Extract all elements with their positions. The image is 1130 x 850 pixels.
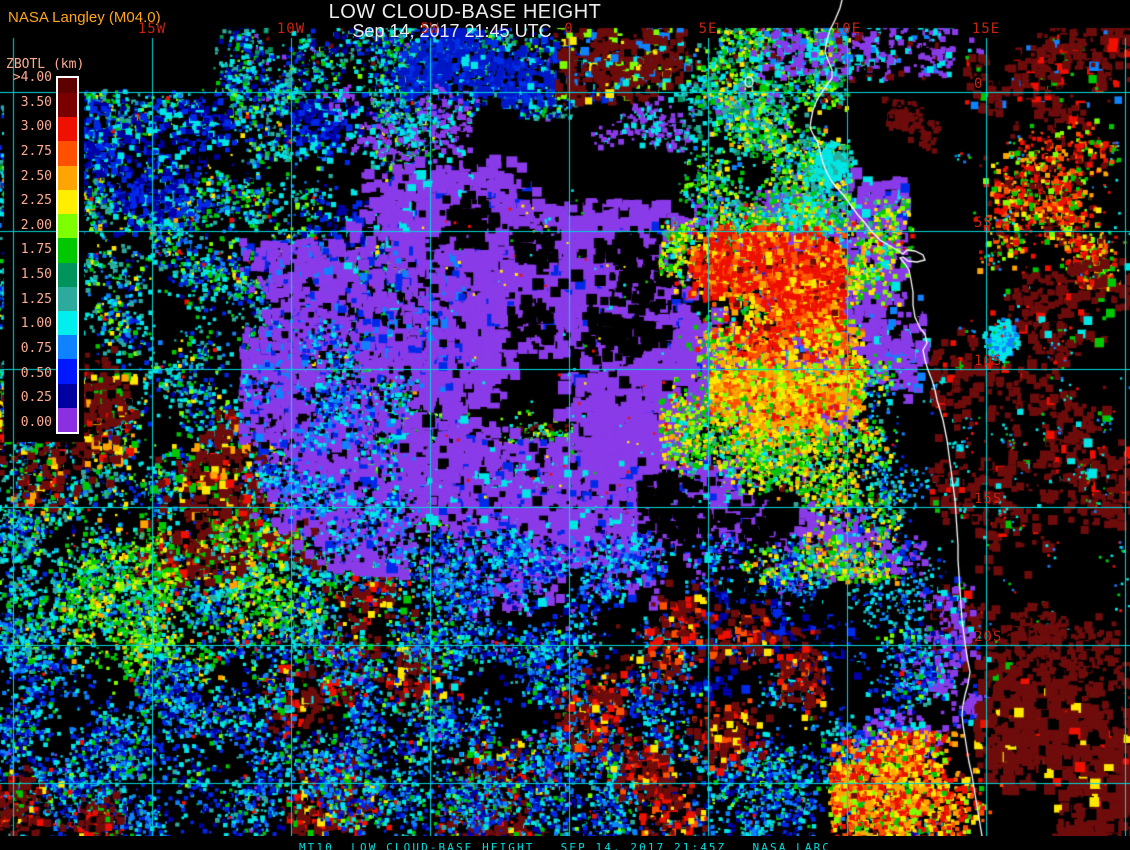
meridian-label: 0 — [564, 21, 574, 37]
legend-label: 0.00 — [20, 415, 52, 430]
legend-title: ZBOTL (km) — [6, 57, 85, 72]
footer-bar: MT10 LOW CLOUD-BASE HEIGHT SEP 14, 2017 … — [0, 836, 1130, 850]
parallel-label: 20S — [974, 629, 1003, 645]
legend-label: 3.00 — [20, 119, 52, 134]
legend: ZBOTL (km) >4.00 3.50 3.00 2.75 2.50 2.25 2.00… — [0, 0, 90, 450]
meridian-label: 10E — [832, 21, 862, 37]
legend-label: 0.25 — [20, 390, 52, 405]
meridian-label: 10W — [276, 21, 306, 37]
legend-label: 0.75 — [20, 341, 52, 356]
legend-color-segment — [58, 359, 77, 384]
legend-color-segment — [58, 383, 77, 408]
legend-label: 1.00 — [20, 316, 52, 331]
legend-color-segment — [58, 165, 77, 190]
legend-color-segment — [58, 189, 77, 215]
meridian-label: 15E — [971, 21, 1001, 37]
footer-text: MT10 LOW CLOUD-BASE HEIGHT SEP 14, 2017 … — [298, 841, 832, 850]
legend-color-segment — [58, 335, 77, 360]
legend-label: 3.50 — [20, 95, 52, 110]
page-title: LOW CLOUD-BASE HEIGHT — [328, 1, 602, 23]
legend-label: 2.25 — [20, 193, 52, 208]
legend-color-segment — [58, 93, 77, 118]
meridian-label: 5E — [698, 21, 718, 37]
legend-label: 1.75 — [20, 242, 52, 257]
meridian-label: 15W — [137, 21, 167, 37]
color-bar — [56, 76, 79, 434]
legend-label: 2.75 — [20, 144, 52, 159]
parallel-label: 10S — [974, 353, 1003, 369]
legend-color-segment — [58, 407, 77, 433]
legend-label: 2.50 — [20, 169, 52, 184]
legend-color-segment — [58, 78, 77, 93]
legend-label: >4.00 — [12, 70, 52, 85]
credit-label: NASA Langley (M04.0) — [8, 9, 161, 26]
legend-color-segment — [58, 214, 77, 239]
legend-color-segment — [58, 141, 77, 166]
legend-color-segment — [58, 117, 77, 142]
parallel-label: 15S — [974, 491, 1003, 507]
legend-color-segment — [58, 310, 77, 336]
legend-label: 2.00 — [20, 218, 52, 233]
legend-label: 1.25 — [20, 292, 52, 307]
legend-color-segment — [58, 238, 77, 263]
parallel-label: 0 — [974, 76, 984, 92]
meridian-label: 5W — [420, 21, 440, 37]
legend-label: 0.50 — [20, 366, 52, 381]
timestamp: Sep 14, 2017 21:45 UTC — [352, 21, 552, 41]
legend-color-segment — [58, 262, 77, 287]
parallel-label: 5S — [974, 215, 993, 231]
legend-color-segment — [58, 286, 77, 311]
legend-label: 1.50 — [20, 267, 52, 282]
